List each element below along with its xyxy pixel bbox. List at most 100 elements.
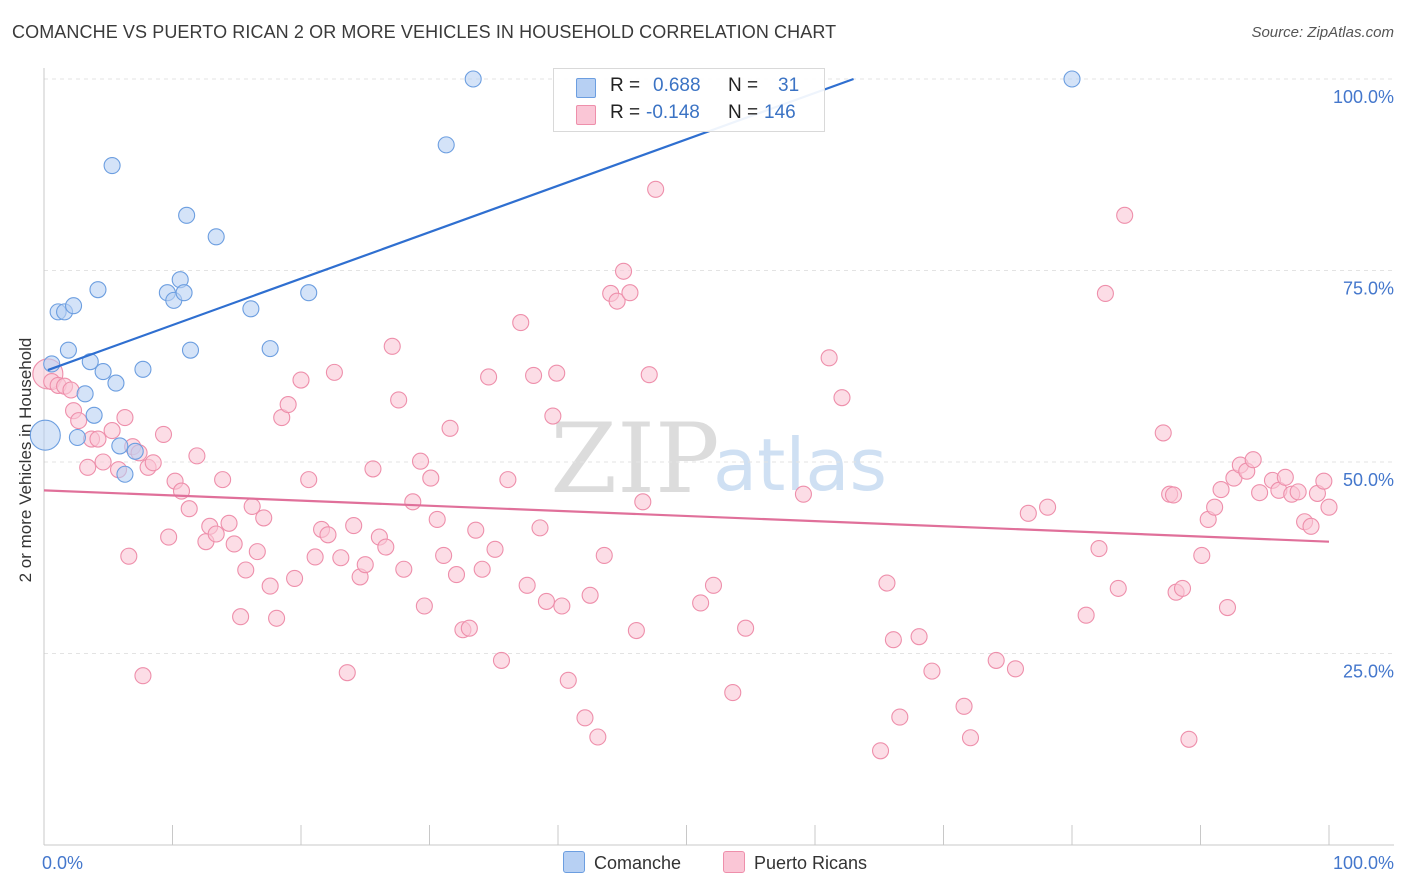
puerto-rican-point — [1302, 517, 1320, 535]
y-tick-label: 100.0% — [1333, 87, 1394, 107]
puerto-rican-point — [621, 284, 639, 302]
comanche-swatch — [576, 78, 596, 98]
y-tick-label: 75.0% — [1343, 279, 1394, 299]
puerto-rican-point — [1289, 483, 1307, 501]
puerto-rican-point — [447, 566, 466, 584]
puerto-rican-point — [214, 471, 232, 489]
puerto-rican-point — [559, 671, 577, 689]
puerto-rican-point — [467, 521, 485, 539]
comanche-point — [207, 228, 225, 246]
puerto-rican-point — [1320, 498, 1338, 516]
puerto-rican-point — [279, 395, 297, 414]
puerto-rican-point — [261, 577, 279, 595]
puerto-rican-point — [608, 292, 626, 310]
puerto-rican-point — [833, 389, 851, 407]
comanche-point — [134, 360, 152, 378]
puerto-rican-point — [404, 493, 422, 511]
puerto-rican-point — [1315, 472, 1333, 490]
puerto-rican-point — [356, 556, 374, 574]
puerto-rican-point — [987, 651, 1005, 669]
puerto-rican-point — [428, 510, 446, 529]
puerto-rican-point — [62, 381, 80, 399]
n-label: N = — [728, 102, 759, 123]
puerto-rican-point — [589, 728, 607, 746]
puerto-rican-point — [1154, 424, 1172, 442]
puerto-rican-point — [441, 419, 459, 437]
puerto-rican-point — [1164, 486, 1183, 504]
puerto-rican-point — [486, 540, 504, 558]
puerto-rican-point — [188, 447, 206, 465]
comanche-point — [65, 297, 83, 315]
puerto-rican-trend-line — [43, 489, 1330, 543]
puerto-rican-point — [878, 574, 896, 592]
puerto-rican-point — [1276, 468, 1294, 486]
puerto-rican-point — [595, 546, 613, 565]
puerto-rican-point — [518, 576, 536, 594]
puerto-rican-point — [1077, 606, 1095, 624]
puerto-rican-point — [383, 337, 401, 355]
puerto-rican-point — [531, 519, 549, 537]
puerto-rican-point — [640, 366, 658, 384]
puerto-rican-point — [220, 514, 238, 532]
comanche-point — [1063, 70, 1081, 88]
puerto-rican-point — [70, 412, 88, 430]
legend-label: Comanche — [594, 853, 682, 873]
puerto-ricans-swatch — [576, 105, 596, 125]
puerto-rican-point — [627, 621, 645, 640]
watermark-zip: ZIP — [550, 403, 719, 515]
puerto-rican-point — [480, 368, 498, 386]
puerto-rican-point — [237, 561, 255, 579]
puerto-rican-point — [207, 525, 225, 543]
r-label: R = — [610, 102, 641, 123]
puerto-rican-point — [737, 619, 755, 637]
comanche-point — [59, 341, 77, 359]
comanche-point — [175, 284, 193, 302]
puerto-rican-point — [268, 609, 286, 627]
n-value: 31 — [778, 75, 800, 96]
legend-item-comanche[interactable]: Comanche — [563, 851, 681, 874]
puerto-rican-point — [512, 314, 530, 332]
puerto-rican-point — [160, 528, 178, 546]
legend: Comanche Puerto Ricans — [0, 851, 1406, 877]
puerto-rican-point — [634, 493, 652, 511]
puerto-rican-point — [300, 471, 318, 489]
puerto-rican-point — [134, 667, 152, 685]
puerto-rican-point — [1039, 498, 1057, 516]
y-tick-label: 25.0% — [1343, 662, 1394, 682]
puerto-rican-point — [1193, 546, 1211, 565]
comanche-point — [464, 70, 482, 88]
puerto-rican-point — [614, 262, 633, 280]
puerto-rican-point — [1096, 284, 1114, 303]
puerto-rican-point — [1109, 579, 1127, 597]
puerto-rican-point — [1173, 579, 1192, 597]
x-tick-label: 0.0% — [42, 853, 83, 873]
puerto-rican-point — [1244, 451, 1262, 469]
puerto-rican-point — [89, 430, 107, 448]
puerto-rican-point — [390, 391, 408, 409]
puerto-rican-point — [1251, 484, 1269, 502]
puerto-rican-point — [704, 576, 723, 594]
puerto-rican-point — [286, 569, 304, 587]
puerto-rican-point — [345, 517, 363, 535]
puerto-rican-point — [553, 597, 571, 615]
comanche-point — [85, 406, 103, 424]
legend-item-puerto-ricans[interactable]: Puerto Ricans — [723, 851, 867, 874]
puerto-rican-point — [232, 608, 250, 626]
puerto-rican-point — [103, 422, 121, 440]
comanche-point — [116, 465, 134, 483]
puerto-rican-point — [955, 697, 973, 715]
stats-row-puerto-ricans: R = -0.148 N = 146 — [554, 102, 824, 128]
puerto-rican-point — [923, 662, 941, 680]
puerto-rican-point — [460, 619, 478, 637]
comanche-point — [76, 385, 94, 403]
puerto-rican-point — [306, 548, 324, 566]
puerto-rican-point — [120, 547, 138, 565]
comanche-point — [103, 157, 121, 175]
puerto-rican-point — [292, 371, 310, 389]
puerto-rican-point — [794, 485, 812, 503]
stats-row-comanche: R = 0.688 N = 31 — [554, 75, 824, 101]
comanche-point — [89, 281, 107, 299]
puerto-rican-point — [1218, 598, 1237, 617]
puerto-rican-point — [338, 664, 356, 682]
